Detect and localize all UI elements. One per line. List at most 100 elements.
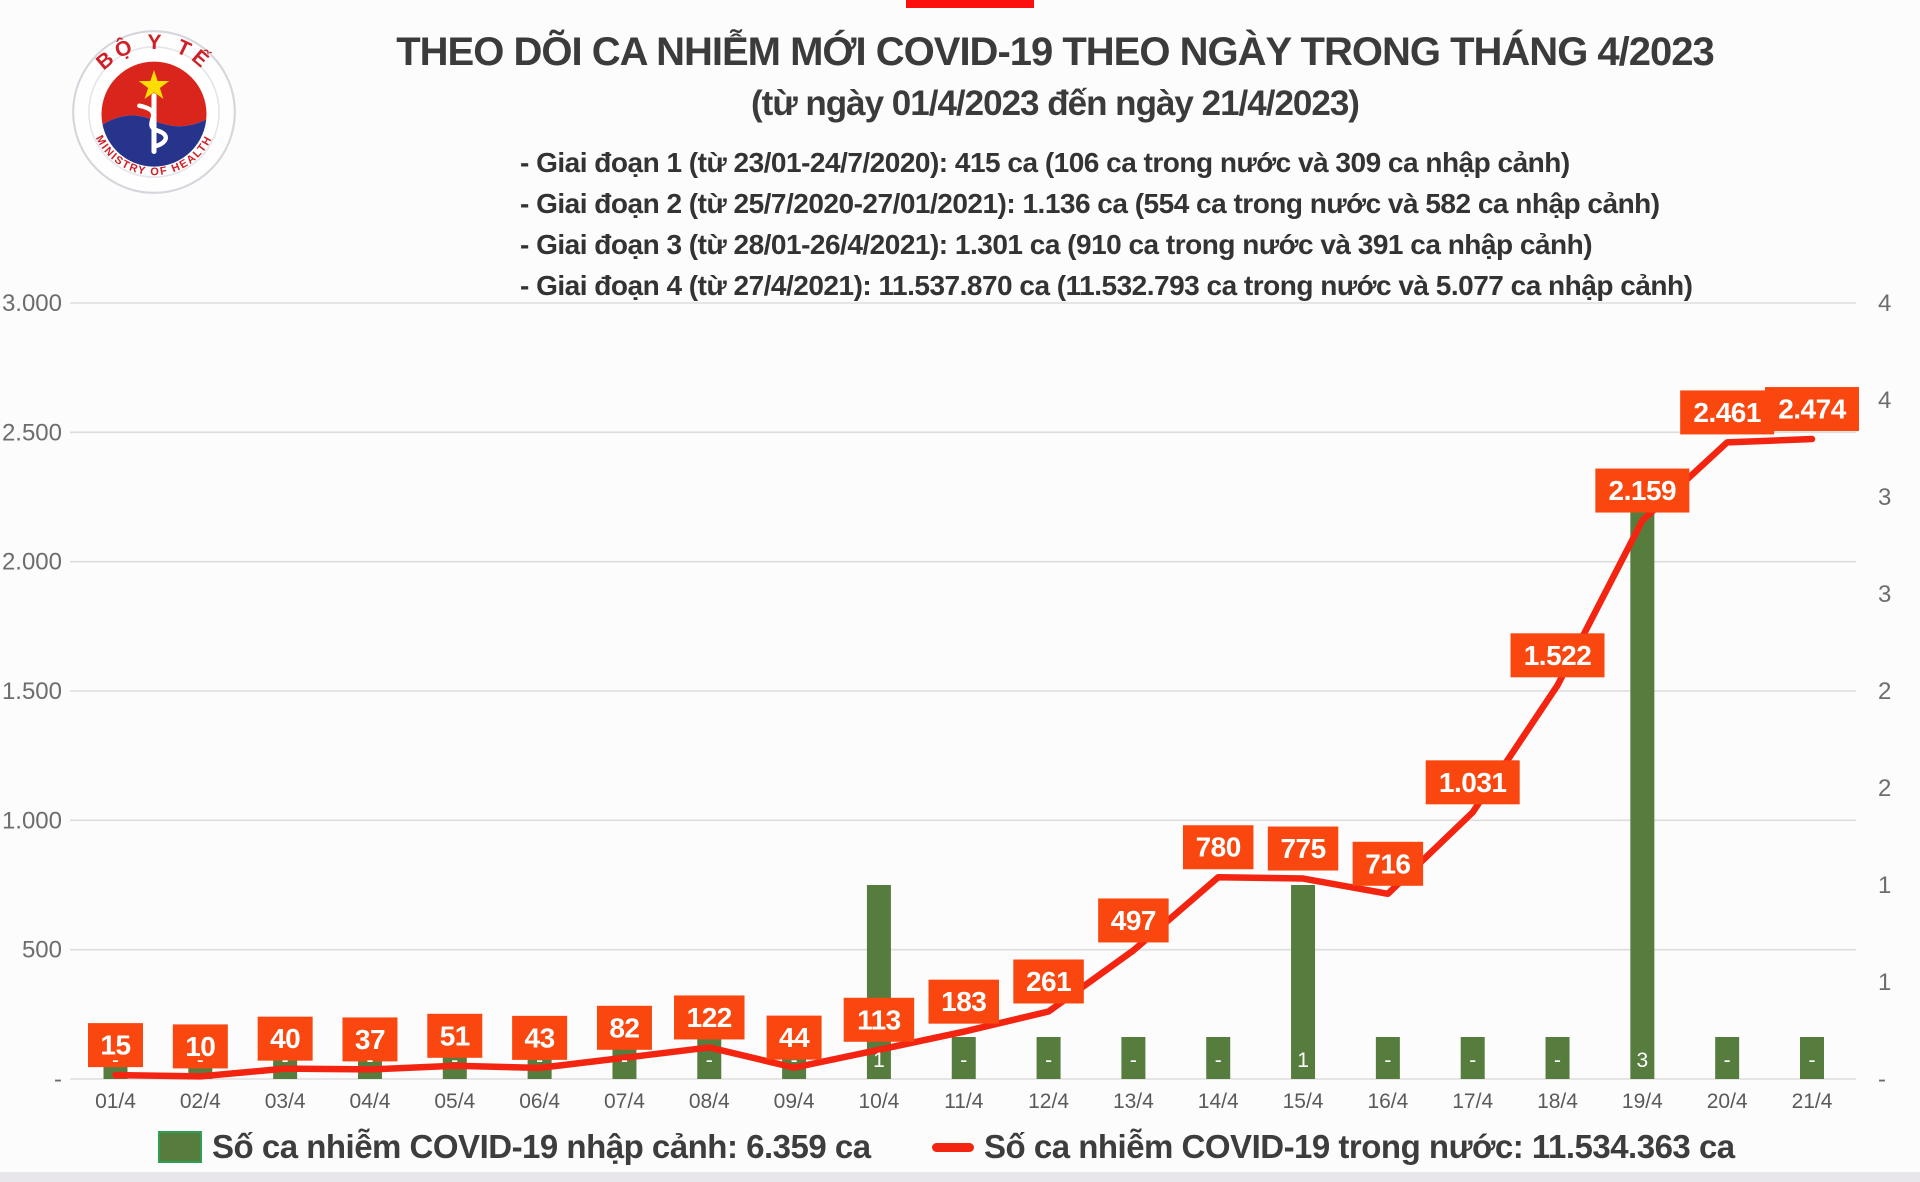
data-label-13/4: 497	[1098, 898, 1169, 943]
x-axis-label: 10/4	[858, 1090, 899, 1113]
left-axis-tick: -	[54, 1066, 62, 1093]
bar-label: -	[1045, 1049, 1052, 1072]
bar-label: -	[282, 1049, 289, 1072]
bar-label: 1	[1297, 1049, 1309, 1072]
svg-text:2.474: 2.474	[1778, 394, 1846, 425]
bar-17/4	[1460, 1037, 1485, 1079]
x-axis-label: 17/4	[1452, 1090, 1493, 1113]
legend-bar-swatch	[158, 1131, 202, 1163]
svg-text:2.461: 2.461	[1693, 397, 1761, 428]
right-axis-tick: 1	[1878, 872, 1891, 899]
bar-label: -	[1215, 1049, 1222, 1072]
x-axis-label: 05/4	[434, 1090, 475, 1113]
data-label-02/4: 10	[172, 1024, 228, 1069]
svg-text:1.522: 1.522	[1524, 640, 1592, 671]
data-label-03/4: 40	[257, 1016, 313, 1061]
data-label-20/4: 2.461	[1680, 390, 1775, 435]
svg-text:497: 497	[1111, 905, 1156, 936]
top-red-marker	[906, 0, 1034, 8]
phase-note-3: - Giai đoạn 3 (từ 28/01-26/4/2021): 1.30…	[520, 229, 1593, 260]
bar-label: -	[451, 1049, 458, 1072]
bar-label: -	[791, 1049, 798, 1072]
x-axis-label: 07/4	[604, 1090, 645, 1113]
x-axis-label: 09/4	[774, 1090, 815, 1113]
bar-13/4	[1121, 1037, 1146, 1079]
bar-label: 3	[1637, 1049, 1649, 1072]
data-label-16/4: 716	[1352, 841, 1424, 886]
svg-text:15: 15	[100, 1030, 130, 1061]
svg-text:51: 51	[440, 1020, 470, 1051]
bar-19/4	[1630, 497, 1655, 1079]
phase-notes: - Giai đoạn 1 (từ 23/01-24/7/2020): 415 …	[520, 142, 1693, 306]
svg-text:780: 780	[1196, 832, 1241, 863]
logo-staff-icon	[151, 93, 157, 154]
page-title: THEO DÕI CA NHIỄM MỚI COVID-19 THEO NGÀY…	[396, 30, 1715, 74]
svg-text:43: 43	[525, 1022, 555, 1053]
svg-text:183: 183	[941, 986, 986, 1017]
left-axis-tick: 1.000	[2, 807, 62, 834]
x-axis-label: 06/4	[519, 1090, 560, 1113]
x-axis-label: 20/4	[1707, 1090, 1748, 1113]
bar-label: -	[960, 1049, 967, 1072]
left-axis-tick: 500	[22, 937, 62, 964]
bar-label: -	[1809, 1049, 1816, 1072]
bar-08/4	[697, 1037, 722, 1079]
x-axis-label: 12/4	[1028, 1090, 1069, 1113]
phase-note-4: - Giai đoạn 4 (từ 27/4/2021): 11.537.870…	[520, 270, 1693, 301]
x-axis-label: 01/4	[95, 1090, 136, 1113]
x-axis-label: 16/4	[1367, 1090, 1408, 1113]
phase-note-1: - Giai đoạn 1 (từ 23/01-24/7/2020): 415 …	[520, 147, 1570, 178]
data-label-12/4: 261	[1013, 959, 1084, 1004]
svg-text:113: 113	[857, 1004, 901, 1035]
x-axis-label: 03/4	[265, 1090, 306, 1113]
bar-12/4	[1036, 1037, 1061, 1079]
right-axis-tick: 4	[1878, 387, 1891, 414]
legend-item-domestic: Số ca nhiễm COVID-19 trong nước: 11.534.…	[932, 1122, 1735, 1172]
data-label-01/4: 15	[88, 1023, 143, 1068]
phase-note-2: - Giai đoạn 2 (từ 25/7/2020-27/01/2021):…	[520, 188, 1660, 219]
x-axis-label: 15/4	[1283, 1090, 1324, 1113]
bar-label: -	[366, 1049, 373, 1072]
x-axis-label: 08/4	[689, 1090, 730, 1113]
svg-text:44: 44	[779, 1022, 810, 1053]
bar-label: 1	[873, 1049, 885, 1072]
legend-line-swatch	[932, 1142, 974, 1152]
data-label-17/4: 1.031	[1425, 760, 1520, 805]
x-axis-label: 13/4	[1113, 1090, 1154, 1113]
logo-snake-icon	[137, 103, 168, 149]
left-axis-tick: 3.000	[2, 290, 62, 317]
bar-label: -	[112, 1049, 119, 1072]
legend-domestic-label: Số ca nhiễm COVID-19 trong nước: 11.534.…	[984, 1128, 1735, 1165]
bar-label: -	[621, 1049, 628, 1072]
bar-label: -	[1554, 1049, 1561, 1072]
bar-18/4	[1545, 1037, 1570, 1079]
x-axis-label: 19/4	[1622, 1090, 1663, 1113]
svg-text:37: 37	[355, 1024, 385, 1055]
data-label-09/4: 44	[766, 1015, 822, 1060]
x-axis-label: 02/4	[180, 1090, 221, 1113]
logo-star-icon	[138, 70, 170, 99]
bar-14/4	[1206, 1037, 1231, 1079]
bar-label: -	[536, 1049, 543, 1072]
data-label-10/4: 113	[843, 997, 915, 1042]
x-axis-label: 21/4	[1792, 1090, 1833, 1113]
data-label-08/4: 122	[674, 995, 745, 1040]
left-axis-tick: 1.500	[2, 678, 62, 705]
bottom-strip	[0, 1172, 1920, 1182]
right-axis-tick: 3	[1878, 484, 1891, 511]
x-axis-label: 18/4	[1537, 1090, 1578, 1113]
svg-text:2.159: 2.159	[1609, 475, 1677, 506]
svg-text:716: 716	[1365, 848, 1410, 879]
svg-text:1.031: 1.031	[1439, 767, 1507, 798]
data-label-18/4: 1.522	[1510, 633, 1605, 678]
svg-text:10: 10	[185, 1031, 215, 1062]
right-axis-tick: -	[1878, 1066, 1886, 1093]
x-axis-label: 14/4	[1198, 1090, 1239, 1113]
data-label-04/4: 37	[342, 1017, 398, 1062]
bar-label: -	[1130, 1049, 1137, 1072]
bar-11/4	[951, 1037, 976, 1079]
page-subtitle: (từ ngày 01/4/2023 đến ngày 21/4/2023)	[751, 84, 1360, 123]
